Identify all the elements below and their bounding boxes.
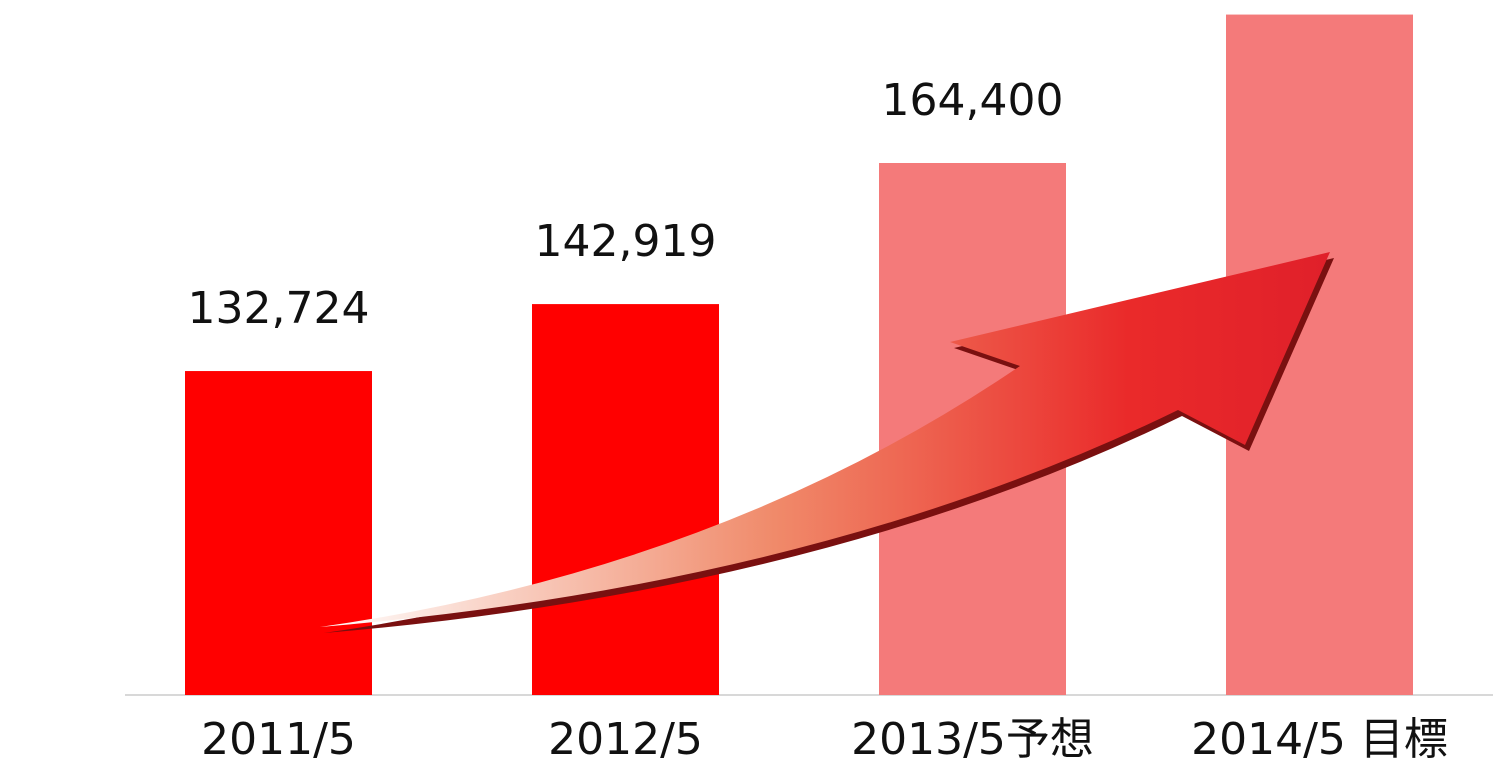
arrow [320,252,1330,627]
x-tick-label: 2012/5 [548,714,703,765]
x-tick-label: 2011/5 [201,714,356,765]
page: 2011/5 132,724 2012/5 142,919 2013/5予想 164,40… [0,0,1493,767]
value-label: 164,400 [882,75,1064,126]
value-label: 132,724 [188,283,370,334]
chart: 2011/5 132,724 2012/5 142,919 2013/5予想 164,40… [0,0,1493,767]
growth-arrow [320,252,1334,633]
x-tick-label: 2013/5予想 [851,714,1094,765]
value-label: 142,919 [535,216,717,267]
bar [532,304,719,695]
bar [185,371,372,695]
x-tick-label: 2014/5 目標 [1191,714,1448,765]
